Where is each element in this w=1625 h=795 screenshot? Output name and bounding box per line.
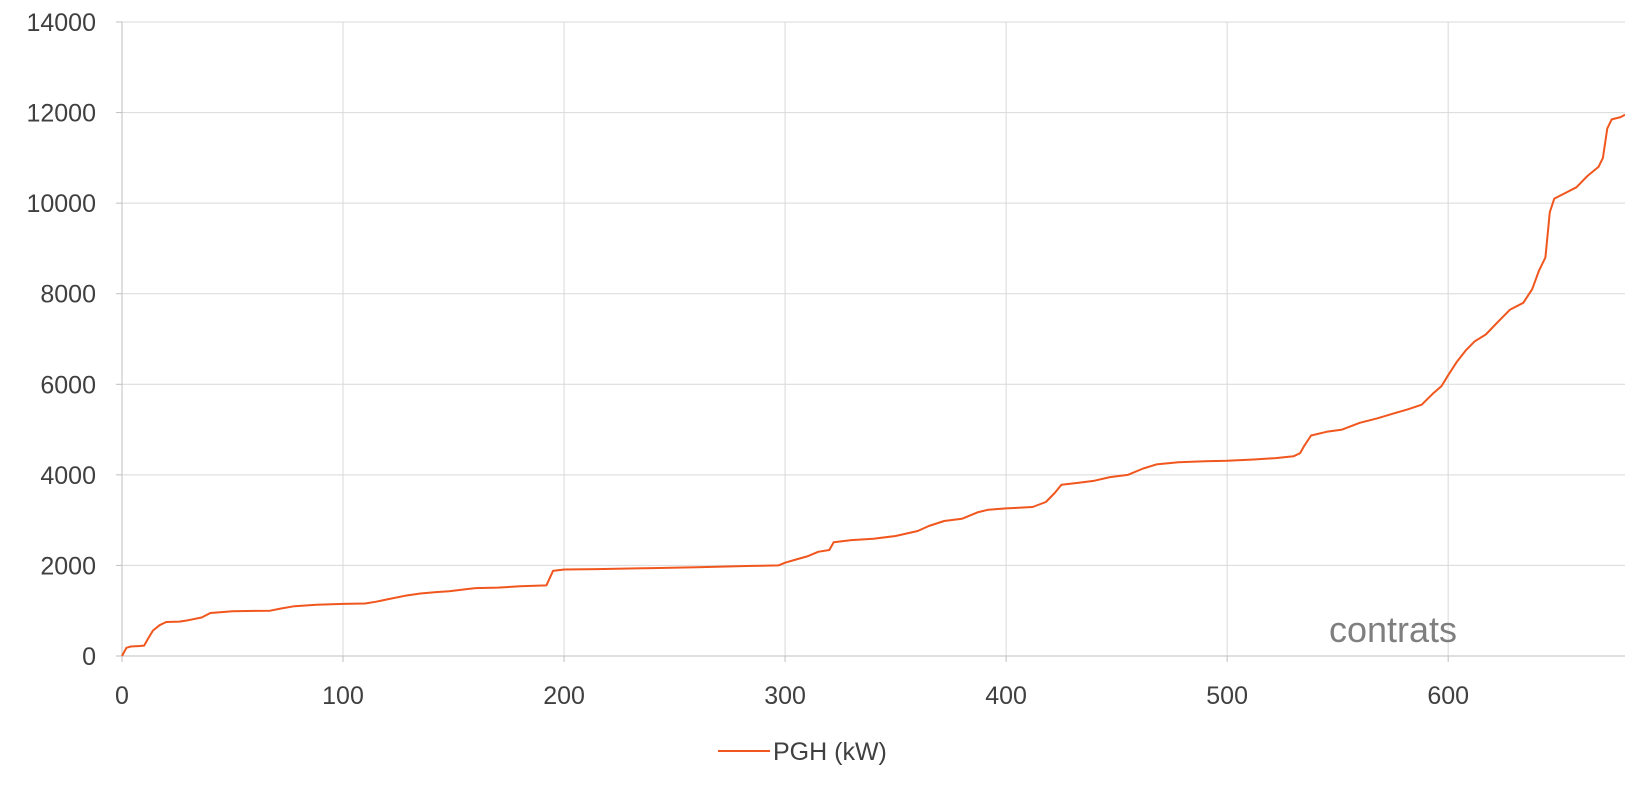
x-tick-label-0: 0 [115, 682, 129, 710]
y-tick-label-0: 0 [82, 643, 96, 671]
gridlines [122, 21, 1625, 656]
y-axis-tick-labels: 0 2000 4000 6000 8000 10000 12000 14000 [26, 9, 96, 671]
y-tick-label-6000: 6000 [40, 371, 96, 399]
legend-label: PGH (kW) [773, 738, 887, 766]
y-tick-label-12000: 12000 [26, 100, 96, 128]
y-tick-label-2000: 2000 [40, 552, 96, 580]
y-tick-label-4000: 4000 [40, 462, 96, 490]
annotation-label: contrats [1329, 609, 1457, 650]
x-tick-label-200: 200 [543, 682, 585, 710]
series-line-0 [121, 113, 1625, 657]
y-tick-label-14000: 14000 [26, 9, 96, 37]
x-tick-label-300: 300 [764, 682, 806, 710]
x-tick-label-500: 500 [1206, 682, 1248, 710]
legend: PGH (kW) [718, 738, 887, 766]
x-tick-label-600: 600 [1427, 682, 1469, 710]
x-tick-label-100: 100 [322, 682, 364, 710]
x-axis-tick-labels: 0 100 200 300 400 500 600 [115, 682, 1469, 710]
series-group [121, 113, 1625, 657]
axes [116, 21, 1625, 662]
x-tick-label-400: 400 [985, 682, 1027, 710]
y-tick-label-10000: 10000 [26, 190, 96, 218]
y-tick-label-8000: 8000 [40, 281, 96, 309]
